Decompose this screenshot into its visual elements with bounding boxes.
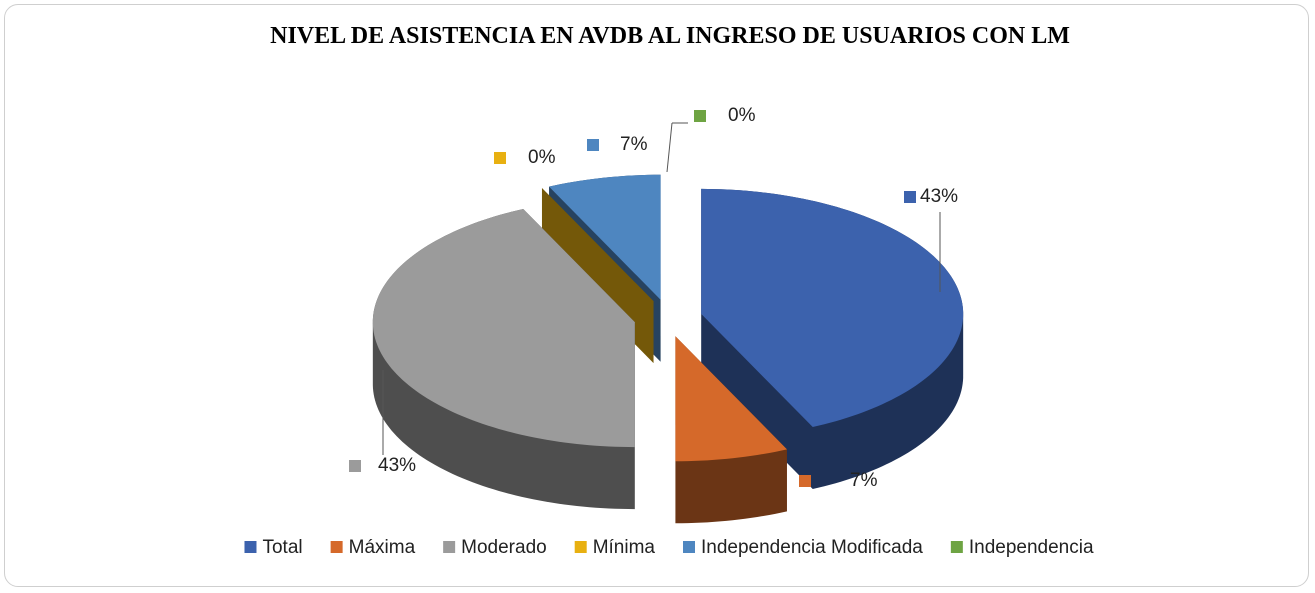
pie <box>372 174 964 524</box>
data-label: 43% <box>378 455 416 476</box>
legend-swatch <box>244 541 257 553</box>
label-marker <box>494 152 506 164</box>
legend-swatch <box>683 541 695 553</box>
legend-label: Máxima <box>349 537 416 558</box>
slice <box>701 188 964 428</box>
legend-label: Total <box>262 537 302 558</box>
chart-title: NIVEL DE ASISTENCIA EN AVDB AL INGRESO D… <box>270 23 1070 49</box>
slice <box>675 336 787 462</box>
data-label: 7% <box>620 134 648 155</box>
legend-label: Moderado <box>461 537 547 558</box>
legend-swatch <box>443 541 456 553</box>
label-marker <box>587 139 599 151</box>
legend-label: Mínima <box>593 537 656 558</box>
data-label: 43% <box>920 186 958 207</box>
slice <box>372 208 635 448</box>
data-label: 0% <box>728 105 756 126</box>
data-label: 7% <box>850 470 878 491</box>
chart-frame <box>4 4 1309 587</box>
data-label: 0% <box>528 147 556 168</box>
leader-line <box>666 122 673 173</box>
legend-swatch <box>330 541 343 553</box>
legend: Total Máxima Moderado Mínima Independencia M… <box>244 537 1094 558</box>
label-marker <box>694 110 706 122</box>
label-marker <box>799 475 811 487</box>
legend-label: Independencia <box>969 537 1094 558</box>
legend-swatch <box>950 541 963 553</box>
legend-swatch <box>574 541 587 553</box>
label-marker <box>904 191 916 203</box>
label-marker <box>349 460 361 472</box>
legend-label: Independencia Modificada <box>701 537 923 558</box>
slice <box>549 174 661 300</box>
